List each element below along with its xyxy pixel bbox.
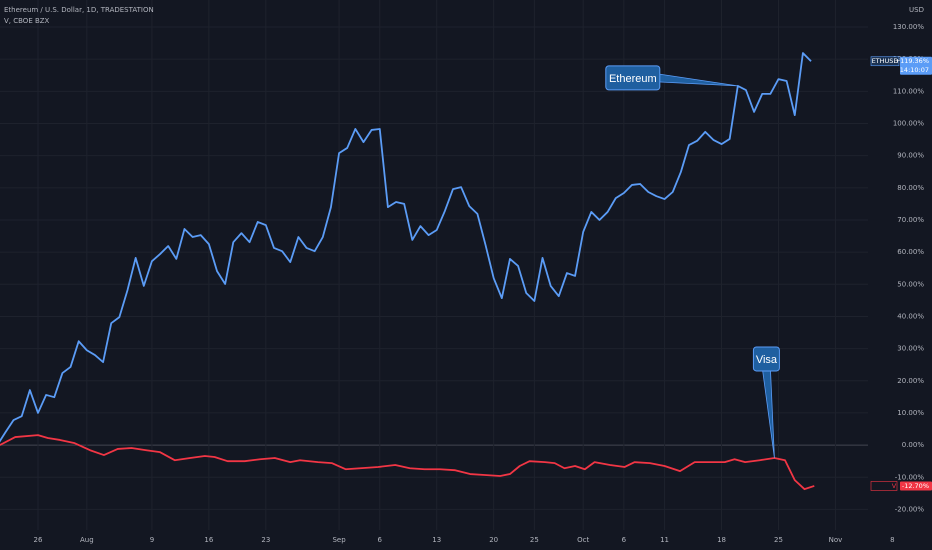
y-tick-label: 100.00% [893,119,924,127]
y-tick-label: 10.00% [897,409,924,417]
y-tick-label: 130.00% [893,23,924,31]
y-tick-label: -10.00% [895,473,925,481]
series-name-badge [870,56,900,67]
x-tick-label: 23 [261,536,270,544]
axis-unit: USD [909,6,924,14]
x-tick-label: 9 [150,536,154,544]
x-tick-label: 16 [204,536,213,544]
x-tick-label: 11 [660,536,669,544]
series-name-badge [870,481,898,491]
value-badge [900,481,932,491]
x-tick-label: 6 [622,536,627,544]
x-tick-label: 6 [378,536,383,544]
y-tick-label: 70.00% [897,216,924,224]
y-tick-label: -20.00% [895,505,925,513]
y-tick-label: 110.00% [893,87,924,95]
value-label: -12.70% [902,482,929,490]
x-tick-label: 18 [717,536,726,544]
y-tick-label: 80.00% [897,184,924,192]
annotation-box [752,346,780,372]
x-tick-label: 8 [890,536,894,544]
y-tick-label: 50.00% [897,280,924,288]
plot-area [0,52,815,491]
countdown: 14:10:07 [900,66,929,74]
value-label: +119.36% [895,57,929,65]
series-line [0,434,815,491]
y-tick-label: 90.00% [897,152,924,160]
annotation-box [605,65,661,91]
annotation-text: Ethereum [609,73,657,85]
value-badge [900,56,932,75]
x-tick-label: Aug [80,536,94,544]
overlay: 130.00%120.00%110.00%100.00%90.00%80.00%… [34,23,932,544]
x-tick-label: 25 [530,536,539,544]
series-name: ETHUSD [872,57,899,65]
x-tick-label: Nov [829,536,843,544]
x-tick-label: 26 [34,536,43,544]
x-tick-label: Oct [577,536,589,544]
y-tick-label: 0.00% [902,441,925,449]
chart-title: Ethereum / U.S. Dollar, 1D, TRADESTATION [4,6,154,14]
series-line [0,52,812,443]
chart-subtitle: V, CBOE BZX [4,17,50,25]
y-tick-label: 30.00% [897,345,924,353]
series-name: V [892,482,897,490]
x-tick-label: 20 [489,536,498,544]
annotation-text: Visa [756,354,778,366]
x-tick-label: 25 [774,536,783,544]
y-tick-label: 60.00% [897,248,924,256]
y-tick-label: 40.00% [897,312,924,320]
x-tick-label: 13 [432,536,441,544]
x-tick-label: Sep [332,536,346,544]
y-tick-label: 20.00% [897,377,924,385]
